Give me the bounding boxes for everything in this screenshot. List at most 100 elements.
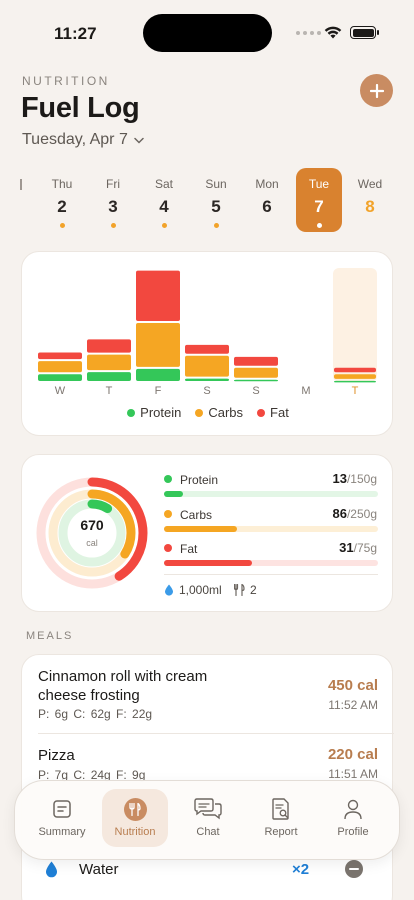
day-name: Fri <box>106 177 120 191</box>
protein-ring <box>58 499 126 567</box>
fork-knife-icon <box>234 584 245 596</box>
tab-report[interactable]: Report <box>248 789 314 847</box>
day-wed[interactable]: Wed 8 <box>347 168 393 232</box>
macro-progress-track <box>164 560 378 566</box>
wifi-icon <box>324 26 342 39</box>
day-sat[interactable]: Sat 4 <box>141 168 187 232</box>
legend-protein: Protein <box>127 405 181 420</box>
tab-label: Chat <box>196 826 220 838</box>
chat-icon <box>194 798 222 820</box>
day-number: 3 <box>108 197 118 216</box>
bar-protein-4 <box>234 379 278 382</box>
x-tick-label: W <box>55 385 66 397</box>
bar-protein-6 <box>334 380 376 383</box>
bar-carbs-2 <box>136 323 180 367</box>
bar-protein-3 <box>185 378 229 381</box>
fat-ring <box>36 477 148 589</box>
day-tue[interactable]: Tue 7 <box>296 168 342 232</box>
meal-item[interactable]: Pizza P: 7g C: 24g F: 9g 220 cal 11:51 A… <box>22 734 394 794</box>
tab-nutrition[interactable]: Nutrition <box>102 789 168 847</box>
macro-name: Fat <box>180 542 198 556</box>
water-log-row[interactable]: Water ×2 <box>21 848 393 892</box>
macro-value: 86/250g <box>332 506 378 521</box>
date-selector[interactable]: Tuesday, Apr 7 <box>22 131 144 149</box>
legend-fat: Fat <box>257 405 289 420</box>
remove-water-button[interactable] <box>345 860 363 878</box>
ring-center <box>68 509 116 557</box>
day-number: 8 <box>365 197 375 216</box>
meal-macros: P: 7g C: 24g F: 9g <box>38 768 146 782</box>
carbs-ring <box>48 489 136 577</box>
tab-profile[interactable]: Profile <box>320 789 386 847</box>
battery-icon <box>350 26 379 39</box>
day-mon[interactable]: Mon 6 <box>244 168 290 232</box>
bar-protein-0 <box>38 374 82 381</box>
day-fri[interactable]: Fri 3 <box>90 168 136 232</box>
meal-name: Cinnamon roll with cream cheese frosting <box>38 668 208 704</box>
day-name: Wed <box>357 177 383 191</box>
meal-time: 11:51 AM <box>328 767 378 781</box>
macro-name: Carbs <box>180 508 213 522</box>
meals-section-label: MEALS <box>26 630 74 642</box>
macro-progress-fill <box>164 491 184 497</box>
meal-divider <box>38 733 394 734</box>
x-tick-label: S <box>203 385 210 397</box>
water-count: ×2 <box>292 861 310 878</box>
macro-progress-fill <box>164 526 237 532</box>
page-title: Fuel Log <box>21 92 140 124</box>
water-drop-icon <box>46 861 57 878</box>
bar-fat-3 <box>185 344 229 354</box>
tab-label: Nutrition <box>114 826 156 838</box>
date-label: Tuesday, Apr 7 <box>22 131 128 148</box>
day-number: 5 <box>211 197 221 216</box>
logged-indicator <box>213 223 219 228</box>
water-drop-icon <box>165 584 173 596</box>
report-icon <box>272 797 289 820</box>
meal-macros: P: 6g C: 62g F: 22g <box>38 707 153 721</box>
day-name: Sat <box>154 177 173 191</box>
summary-icon <box>53 800 71 818</box>
fork-knife-icon <box>123 797 147 821</box>
macro-dot <box>164 475 172 483</box>
day-strip-edge <box>20 179 22 190</box>
day-sun[interactable]: Sun 5 <box>193 168 239 232</box>
meal-count: 2 <box>234 583 257 597</box>
bar-carbs-3 <box>185 355 229 377</box>
status-time: 11:27 <box>54 24 97 43</box>
weekly-chart-card: W T F S S M T Protein Carbs Fat <box>21 251 393 436</box>
minus-icon <box>349 868 359 870</box>
bar-carbs-1 <box>87 354 131 371</box>
day-number: 4 <box>159 197 169 216</box>
day-number: 6 <box>262 197 272 216</box>
day-name: Tue <box>308 177 330 191</box>
logged-indicator <box>316 223 322 228</box>
dynamic-island <box>143 14 272 52</box>
macro-name: Protein <box>180 473 219 487</box>
legend-carbs: Carbs <box>195 405 243 420</box>
macro-progress-track <box>164 526 378 532</box>
bar-carbs-0 <box>38 361 82 373</box>
meal-item[interactable]: Cinnamon roll with cream cheese frosting… <box>22 655 394 733</box>
logged-indicator <box>110 223 116 228</box>
tab-summary[interactable]: Summary <box>29 789 95 847</box>
x-tick-label: M <box>301 385 310 397</box>
meal-time: 11:52 AM <box>328 698 378 712</box>
meal-calories: 220 cal <box>327 746 378 763</box>
day-thu[interactable]: Thu 2 <box>39 168 85 232</box>
tab-chat[interactable]: Chat <box>175 789 241 847</box>
macro-value: 13/150g <box>332 471 378 486</box>
summary-divider <box>164 574 378 575</box>
logged-indicator <box>161 223 167 228</box>
day-number: 2 <box>57 197 67 216</box>
macro-rings <box>36 477 148 589</box>
macro-dot <box>164 544 172 552</box>
chevron-down-icon <box>134 137 144 144</box>
day-number: 7 <box>314 197 324 216</box>
bar-fat-6 <box>334 367 376 373</box>
add-entry-button[interactable] <box>360 74 393 107</box>
bar-fat-1 <box>87 339 131 353</box>
bar-protein-1 <box>87 372 131 381</box>
macro-progress-fill <box>164 560 252 566</box>
logged-indicator <box>59 223 65 228</box>
